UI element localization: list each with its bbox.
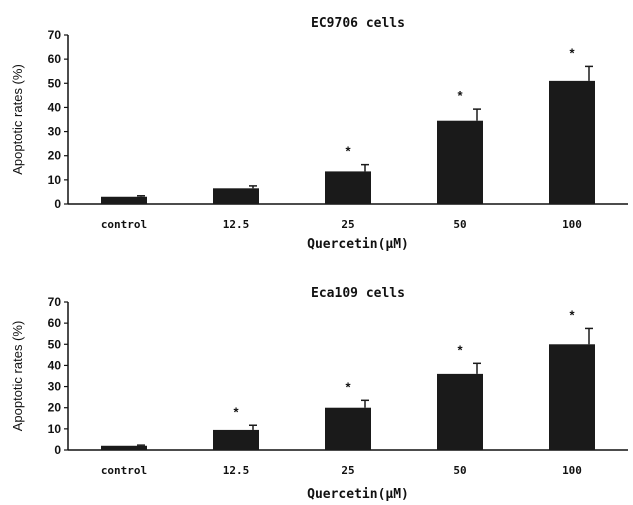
x-tick-label: 50 [453, 464, 466, 477]
bar [437, 373, 483, 450]
significance-marker: * [569, 307, 575, 322]
x-tick-label: 50 [453, 218, 466, 231]
bar [325, 407, 371, 450]
bar [213, 188, 259, 204]
bar [549, 80, 595, 204]
bar [325, 171, 371, 204]
significance-marker: * [457, 88, 463, 103]
y-tick-label: 30 [48, 380, 62, 394]
y-tick-label: 40 [48, 100, 62, 114]
y-tick-label: 10 [48, 422, 62, 436]
y-tick-label: 20 [48, 149, 62, 163]
x-axis-label: Quercetin(μM) [307, 237, 409, 252]
y-tick-label: 50 [48, 337, 62, 351]
chart-1: Eca109 cells 0 10 20 30 40 50 60 70 Apoptotic rat… [10, 286, 628, 502]
x-tick-label: 100 [562, 218, 582, 231]
y-tick-label: 60 [48, 52, 62, 66]
y-tick-label: 0 [54, 443, 61, 457]
significance-marker: * [569, 45, 575, 60]
bar [437, 120, 483, 204]
significance-marker: * [345, 379, 351, 394]
chart-0: EC9706 cells 0 10 20 30 40 50 60 70 Apoptotic rat… [10, 16, 628, 252]
y-tick-label: 10 [48, 173, 62, 187]
significance-marker: * [345, 144, 351, 159]
y-axis-label: Apoptotic rates (%) [10, 64, 25, 175]
x-tick-label: 25 [341, 464, 354, 477]
x-axis-label: Quercetin(μM) [307, 487, 409, 502]
bar [101, 196, 147, 204]
x-tick-label: 12.5 [223, 218, 250, 231]
x-tick-label: 100 [562, 464, 582, 477]
y-tick-label: 70 [48, 295, 62, 309]
bar [101, 445, 147, 450]
y-tick-label: 50 [48, 76, 62, 90]
bar [549, 344, 595, 450]
significance-marker: * [457, 342, 463, 357]
y-tick-label: 20 [48, 401, 62, 415]
chart-title: EC9706 cells [311, 16, 405, 31]
y-tick-label: 60 [48, 316, 62, 330]
significance-marker: * [233, 404, 239, 419]
x-tick-label: control [101, 218, 147, 231]
x-tick-label: 12.5 [223, 464, 250, 477]
bar [213, 429, 259, 450]
y-axis-label: Apoptotic rates (%) [10, 321, 25, 432]
x-tick-label: 25 [341, 218, 354, 231]
y-tick-label: 0 [54, 197, 61, 211]
y-tick-label: 30 [48, 125, 62, 139]
x-tick-label: control [101, 464, 147, 477]
y-tick-label: 40 [48, 358, 62, 372]
y-tick-label: 70 [48, 28, 62, 42]
chart-title: Eca109 cells [311, 286, 405, 301]
